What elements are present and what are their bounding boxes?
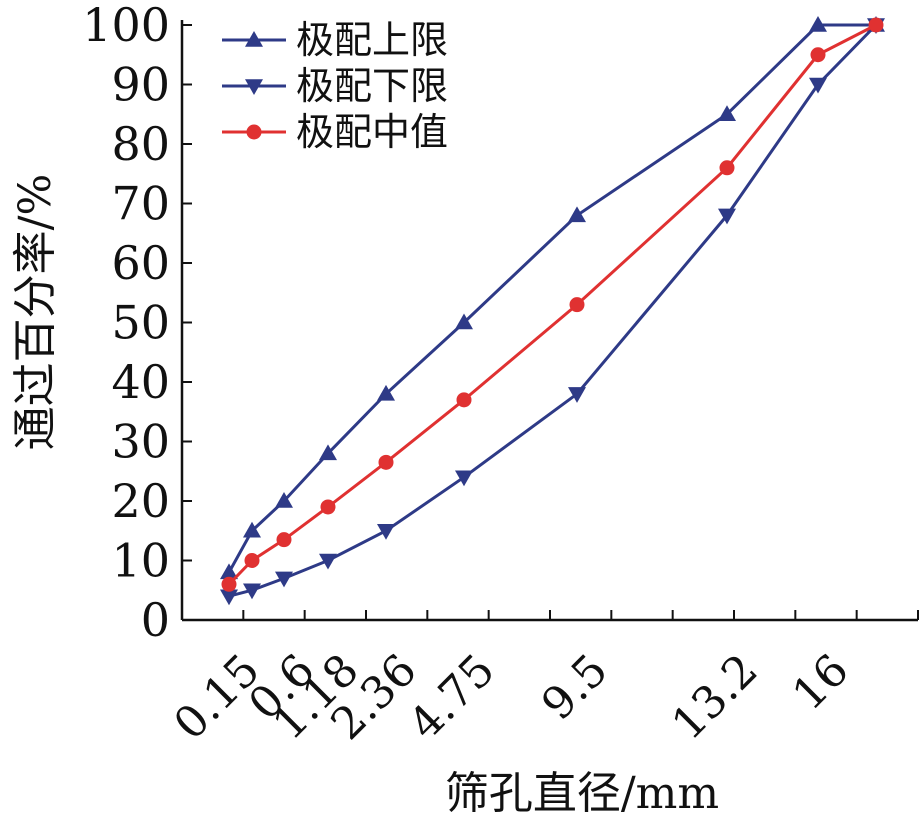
legend-label: 极配中值 — [296, 110, 448, 154]
data-point — [243, 583, 261, 600]
data-point — [275, 492, 293, 508]
legend-marker — [245, 79, 263, 95]
data-point — [718, 105, 736, 121]
data-point — [220, 563, 238, 580]
legend-item: 极配下限 — [222, 64, 448, 108]
data-point — [275, 571, 293, 588]
y-tick-label: 30 — [111, 415, 170, 469]
y-tick-label: 40 — [111, 355, 170, 409]
x-tick-label: 16 — [783, 645, 859, 721]
data-point — [568, 206, 586, 223]
data-point — [377, 524, 395, 540]
data-point — [378, 454, 394, 470]
data-point — [868, 17, 884, 33]
legend-label: 极配上限 — [296, 18, 448, 62]
x-ticks: 0.150.61.182.364.75 9.5 13.2 16 — [164, 610, 919, 750]
y-tick-label: 70 — [111, 177, 170, 231]
data-point — [455, 470, 473, 487]
legend-marker — [246, 124, 262, 140]
axes — [180, 20, 918, 622]
x-tick-label: 4.75 — [399, 645, 504, 750]
series-3 — [221, 17, 884, 592]
data-point — [810, 47, 826, 63]
x-axis-label: 筛孔直径/mm — [445, 768, 719, 819]
data-point — [569, 297, 585, 313]
data-point — [220, 589, 238, 606]
legend-label: 极配下限 — [296, 64, 448, 108]
series-group — [220, 16, 885, 606]
data-point — [455, 313, 473, 330]
data-point — [809, 16, 827, 32]
y-tick-label: 80 — [111, 117, 170, 171]
legend-item: 极配上限 — [222, 18, 448, 62]
y-axis-label: 通过百分率/% — [10, 174, 61, 451]
y-tick-label: 60 — [111, 236, 170, 290]
data-point — [377, 384, 395, 401]
data-point — [718, 208, 736, 225]
legend-item: 极配中值 — [222, 110, 448, 154]
y-tick-label: 0 — [141, 593, 170, 647]
y-tick-label: 10 — [111, 534, 170, 588]
data-point — [809, 77, 827, 94]
data-point — [319, 553, 337, 570]
series-line — [227, 23, 876, 574]
data-point — [456, 392, 472, 408]
data-point — [568, 387, 586, 403]
y-tick-label: 90 — [111, 58, 170, 112]
x-tick-label: 9.5 — [532, 645, 618, 731]
y-tick-label: 50 — [111, 296, 170, 350]
data-point — [244, 553, 260, 568]
x-tick-label: 13.2 — [662, 645, 767, 750]
data-point — [243, 521, 261, 538]
data-point — [221, 576, 237, 592]
series-1 — [220, 16, 885, 580]
series-line — [227, 23, 877, 586]
y-tick-label: 20 — [111, 474, 170, 528]
data-point — [319, 444, 337, 461]
series-line — [228, 23, 878, 598]
data-point — [719, 160, 735, 176]
y-tick-label: 100 — [82, 0, 170, 52]
data-point — [320, 499, 336, 515]
data-point — [276, 532, 292, 548]
legend-marker — [245, 31, 263, 47]
